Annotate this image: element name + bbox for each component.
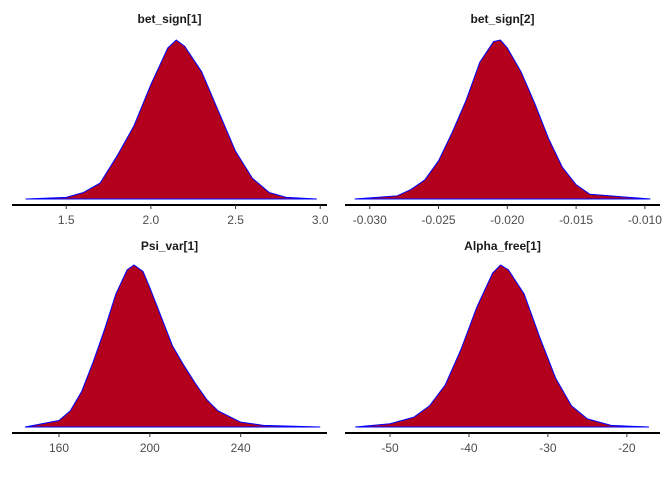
x-tick-label: -0.025 — [422, 213, 456, 227]
x-tick-label: -50 — [381, 441, 399, 455]
x-tick-label: 3.0 — [312, 213, 329, 227]
x-tick-label: -30 — [539, 441, 557, 455]
density-area — [355, 264, 649, 428]
density-area — [24, 264, 321, 428]
x-tick-label: 2.5 — [227, 213, 244, 227]
panel-title: Psi_var[1] — [141, 239, 198, 253]
density-area — [354, 39, 651, 200]
x-tick-label: -40 — [460, 441, 478, 455]
panel-title: Alpha_free[1] — [464, 239, 541, 253]
x-tick-label: 160 — [49, 441, 69, 455]
x-tick-label: 2.0 — [143, 213, 160, 227]
x-tick-label: 200 — [140, 441, 160, 455]
x-tick-label: -0.010 — [628, 213, 662, 227]
x-tick-label: 1.5 — [58, 213, 75, 227]
x-tick-label: -20 — [618, 441, 636, 455]
panel-title: bet_sign[1] — [137, 12, 201, 26]
x-tick-label: -0.015 — [559, 213, 593, 227]
density-area — [25, 39, 317, 200]
x-tick-label: 240 — [231, 441, 251, 455]
x-tick-label: -0.030 — [353, 213, 387, 227]
panel-title: bet_sign[2] — [470, 12, 534, 26]
x-tick-label: -0.020 — [490, 213, 524, 227]
